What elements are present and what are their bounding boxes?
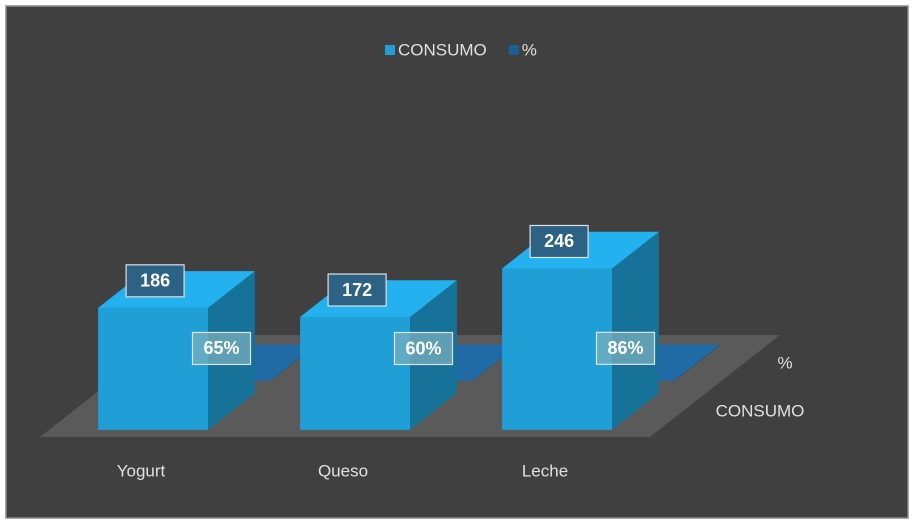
- bar-front: [98, 307, 209, 430]
- data-label-box: [393, 331, 454, 366]
- legend-label: %: [522, 40, 537, 59]
- data-label-box: [327, 273, 387, 307]
- bar-front: [502, 268, 613, 430]
- x-tick-label: Queso: [318, 461, 368, 480]
- x-tick-label: Leche: [522, 461, 568, 480]
- data-label-box: [125, 264, 185, 298]
- data-label: 246: [544, 231, 574, 251]
- bar-front: [300, 317, 411, 430]
- data-label: 65%: [203, 338, 239, 358]
- bar-side: [674, 344, 720, 381]
- legend-swatch: [508, 45, 519, 55]
- legend-swatch: [385, 45, 395, 55]
- data-label: 172: [342, 280, 372, 300]
- depth-tick-label: %: [777, 353, 792, 372]
- data-label: 60%: [405, 338, 441, 358]
- bar: [502, 231, 659, 430]
- data-label-box: [529, 224, 589, 259]
- chart-background: [5, 5, 909, 519]
- legend-label: CONSUMO: [398, 40, 487, 59]
- depth-tick-label: CONSUMO: [716, 401, 805, 420]
- bar-side: [612, 231, 659, 430]
- data-label-box: [191, 331, 252, 366]
- data-label: 186: [140, 271, 170, 291]
- data-label-box: [595, 331, 656, 365]
- x-tick-label: Yogurt: [117, 461, 166, 480]
- data-label: 86%: [607, 338, 643, 358]
